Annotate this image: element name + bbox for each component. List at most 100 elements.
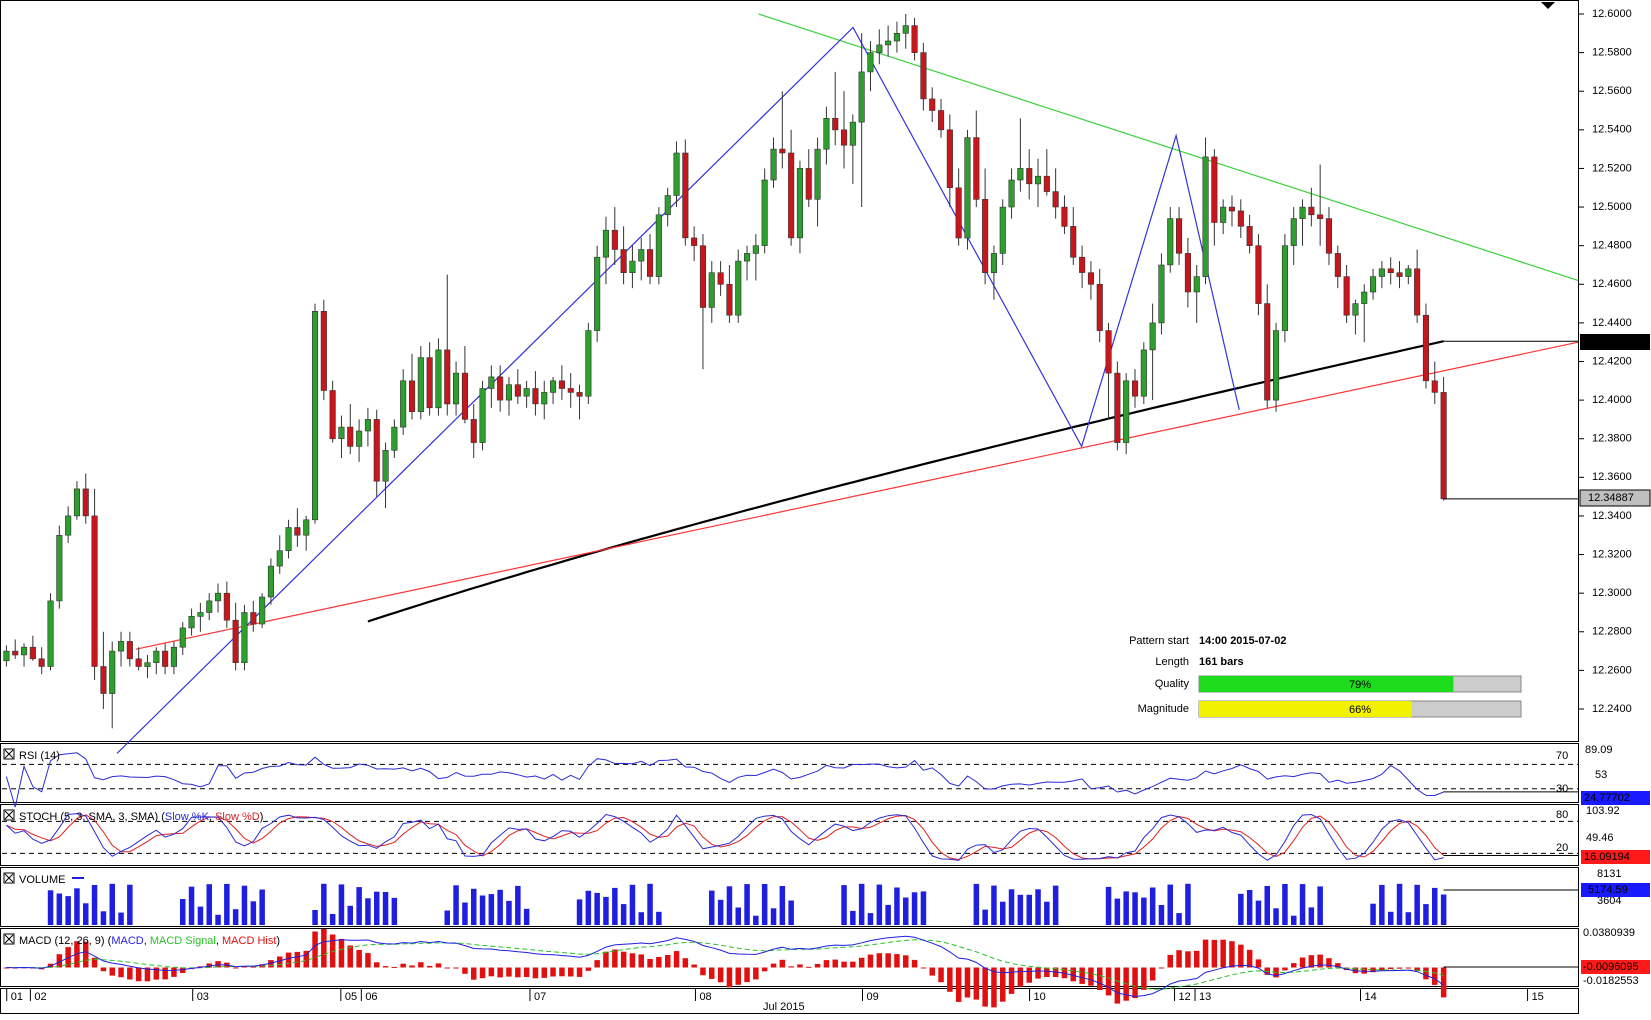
volume-bar xyxy=(197,906,204,925)
price-tick-label: 12.3600 xyxy=(1592,471,1632,483)
candle-body xyxy=(567,388,574,393)
candle xyxy=(470,403,477,459)
stoch-title: STOCH (5, 3, SMA, 3, SMA) (Slow %K, Slow… xyxy=(19,811,263,823)
volume-bar xyxy=(118,912,124,925)
candle xyxy=(444,274,451,416)
candle xyxy=(12,639,19,659)
macd-hist-bar xyxy=(250,966,257,968)
candle xyxy=(391,419,398,459)
volume-bar xyxy=(1052,885,1059,925)
candle-body xyxy=(646,249,654,277)
current-price-label: 12.43050 xyxy=(1588,336,1634,348)
pattern-length-value: 161 bars xyxy=(1199,656,1244,668)
volume-bar xyxy=(1176,913,1182,925)
macd-hist-bar xyxy=(814,964,821,968)
macd-hist-bar xyxy=(770,963,777,968)
volume-axis-mid: 3604 xyxy=(1597,895,1621,907)
candle xyxy=(699,234,707,370)
candle-body xyxy=(426,357,433,409)
volume-bar xyxy=(321,883,327,925)
volume-bar xyxy=(1405,912,1412,925)
volume-title: VOLUME xyxy=(19,874,65,886)
candle-body xyxy=(1043,175,1050,192)
macd-hist-bar xyxy=(206,963,212,968)
last-price-tag xyxy=(1579,489,1651,507)
pattern-info-box: Pattern start 14:00 2015-07-02 Length 161 b… xyxy=(1129,635,1522,718)
volume-bar xyxy=(56,893,63,925)
candle xyxy=(885,25,892,57)
candle xyxy=(400,369,407,435)
candle-body xyxy=(250,612,257,625)
macd-hist-bar xyxy=(532,967,539,979)
candle xyxy=(461,346,469,424)
rsi-value-tag xyxy=(1581,791,1650,805)
candle-body xyxy=(655,214,662,277)
volume-close-icon xyxy=(4,873,14,883)
candle xyxy=(1370,268,1377,300)
stoch-panel xyxy=(2,813,1578,861)
candle-body xyxy=(1008,179,1015,208)
volume-bar xyxy=(1114,898,1121,925)
candle xyxy=(285,519,292,559)
macd-hist-bar xyxy=(268,960,274,968)
macd-hist-bar xyxy=(559,967,565,977)
rsi-title-group: RSI (14) xyxy=(3,748,60,762)
candle-body xyxy=(752,245,759,254)
current-price-tag xyxy=(1580,334,1650,350)
candle-body xyxy=(1317,214,1324,220)
candle xyxy=(558,365,566,401)
candle-body xyxy=(417,357,424,413)
macd-hist-bar xyxy=(1220,939,1226,968)
macd-hist-bar xyxy=(1167,954,1173,968)
candle xyxy=(514,369,521,404)
candle xyxy=(1237,199,1244,238)
candle-body xyxy=(1440,392,1447,500)
candle xyxy=(1343,264,1350,323)
time-axis-frame xyxy=(0,988,1579,1014)
candle xyxy=(955,168,962,246)
candle xyxy=(162,643,169,675)
macd-hist-bar xyxy=(1070,967,1076,982)
volume-bar xyxy=(1123,891,1129,925)
volume-bar xyxy=(612,887,618,925)
candle xyxy=(796,160,804,254)
volume-bar xyxy=(1264,886,1270,925)
candle-body xyxy=(408,380,416,412)
volume-bar xyxy=(444,910,450,925)
volume-bar xyxy=(717,899,724,925)
candle-body xyxy=(920,52,927,100)
candle xyxy=(452,361,460,416)
candle xyxy=(1255,234,1262,316)
volume-bar xyxy=(638,912,644,925)
candle xyxy=(1317,164,1324,246)
candle xyxy=(320,299,327,401)
scroll-down-icon[interactable] xyxy=(1541,2,1555,9)
volume-bar xyxy=(1000,901,1006,925)
macd-hist-bar xyxy=(1176,950,1182,968)
volume-bar xyxy=(982,909,988,925)
macd-hist-bar xyxy=(135,967,142,982)
candle-body xyxy=(946,129,953,189)
volume-bar xyxy=(506,900,512,925)
candle-body xyxy=(179,627,186,648)
stoch-level-20: 20 xyxy=(1556,842,1568,854)
candle xyxy=(1158,253,1165,335)
candle xyxy=(567,373,574,408)
volume-bar xyxy=(726,886,733,925)
macd-hist-bar xyxy=(682,958,689,968)
macd-hist-bar xyxy=(717,967,724,983)
volume-bar xyxy=(1379,884,1385,925)
stoch-close-icon xyxy=(4,810,14,820)
macd-hist-bar xyxy=(426,965,433,968)
rsi-line xyxy=(5,752,1444,808)
price-tick-label: 12.5000 xyxy=(1592,201,1632,213)
macd-hist-bar xyxy=(1335,963,1341,968)
candle xyxy=(999,199,1006,265)
candle xyxy=(1325,207,1332,265)
volume-bar xyxy=(523,908,530,925)
candle-body xyxy=(215,592,222,602)
candle xyxy=(576,384,583,420)
candle-body xyxy=(964,137,971,239)
candle-body xyxy=(1396,272,1403,277)
